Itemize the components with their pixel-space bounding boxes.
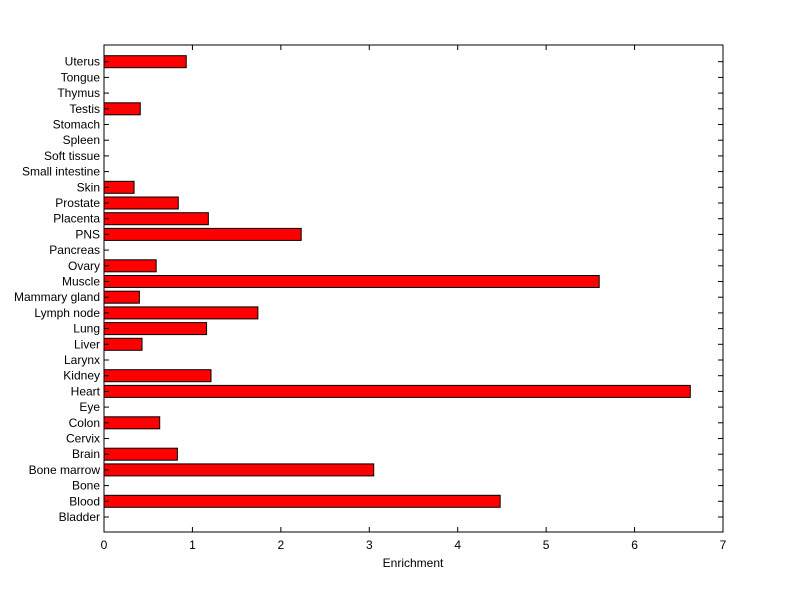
bar-mammary-gland bbox=[103, 290, 140, 304]
y-tick-label-larynx: Larynx bbox=[64, 353, 100, 367]
bar-placenta bbox=[103, 212, 209, 226]
bars-group bbox=[103, 55, 691, 508]
y-tick-label-bone: Bone bbox=[72, 479, 100, 493]
bar-blood bbox=[103, 494, 501, 508]
y-tick-label-cervix: Cervix bbox=[66, 432, 100, 446]
y-tick-label-stomach: Stomach bbox=[53, 118, 100, 132]
bar-heart bbox=[103, 384, 691, 398]
y-tick-label-thymus: Thymus bbox=[57, 86, 100, 100]
y-tick-label-lymph-node: Lymph node bbox=[34, 306, 100, 320]
plot-area-frame bbox=[103, 44, 724, 533]
y-tick-label-skin: Skin bbox=[77, 180, 100, 194]
bar-bone-marrow bbox=[103, 463, 375, 477]
x-tick-label-1: 1 bbox=[189, 538, 196, 552]
y-tick-label-bladder: Bladder bbox=[59, 510, 100, 524]
y-tick-label-soft-tissue: Soft tissue bbox=[44, 149, 100, 163]
x-tick-label-6: 6 bbox=[631, 538, 638, 552]
x-tick-label-4: 4 bbox=[454, 538, 461, 552]
y-tick-label-placenta: Placenta bbox=[53, 212, 100, 226]
y-tick-label-pancreas: Pancreas bbox=[49, 243, 100, 257]
y-tick-label-eye: Eye bbox=[79, 400, 100, 414]
y-tick-label-bone-marrow: Bone marrow bbox=[29, 463, 101, 477]
bar-muscle bbox=[103, 275, 600, 288]
ticks-group bbox=[103, 45, 724, 532]
bar-pns bbox=[103, 227, 302, 241]
y-tick-label-liver: Liver bbox=[74, 337, 100, 351]
bar-lung bbox=[103, 322, 208, 336]
y-tick-label-heart: Heart bbox=[71, 384, 101, 398]
y-tick-label-colon: Colon bbox=[69, 416, 100, 430]
x-tick-label-0: 0 bbox=[101, 538, 108, 552]
bar-colon bbox=[103, 416, 161, 430]
y-tick-label-small-intestine: Small intestine bbox=[22, 165, 100, 179]
y-tick-label-kidney: Kidney bbox=[63, 369, 100, 383]
x-tick-label-2: 2 bbox=[278, 538, 285, 552]
y-tick-label-muscle: Muscle bbox=[62, 275, 100, 289]
bar-ovary bbox=[103, 259, 157, 273]
y-tick-label-blood: Blood bbox=[69, 494, 100, 508]
bar-liver bbox=[103, 337, 143, 351]
bar-testis bbox=[103, 102, 141, 116]
y-tick-label-pns: PNS bbox=[75, 227, 100, 241]
y-tick-label-prostate: Prostate bbox=[55, 196, 100, 210]
x-tick-labels: 0 1 2 3 4 5 6 7 bbox=[101, 538, 727, 552]
y-tick-label-mammary-gland: Mammary gland bbox=[14, 290, 100, 304]
bar-lymph-node bbox=[103, 306, 259, 320]
x-tick-label-3: 3 bbox=[366, 538, 373, 552]
x-tick-label-7: 7 bbox=[720, 538, 727, 552]
y-tick-label-lung: Lung bbox=[73, 322, 100, 336]
bar-uterus bbox=[103, 55, 187, 69]
y-tick-label-tongue: Tongue bbox=[61, 70, 101, 84]
y-tick-label-uterus: Uterus bbox=[65, 55, 100, 69]
y-tick-label-brain: Brain bbox=[72, 447, 100, 461]
bar-brain bbox=[103, 447, 178, 461]
bar-prostate bbox=[103, 196, 179, 210]
y-tick-label-spleen: Spleen bbox=[63, 133, 100, 147]
x-tick-label-5: 5 bbox=[543, 538, 550, 552]
bar-kidney bbox=[103, 369, 212, 383]
y-tick-label-ovary: Ovary bbox=[68, 259, 100, 273]
y-tick-label-testis: Testis bbox=[69, 102, 100, 116]
x-axis-title: Enrichment bbox=[383, 556, 444, 570]
